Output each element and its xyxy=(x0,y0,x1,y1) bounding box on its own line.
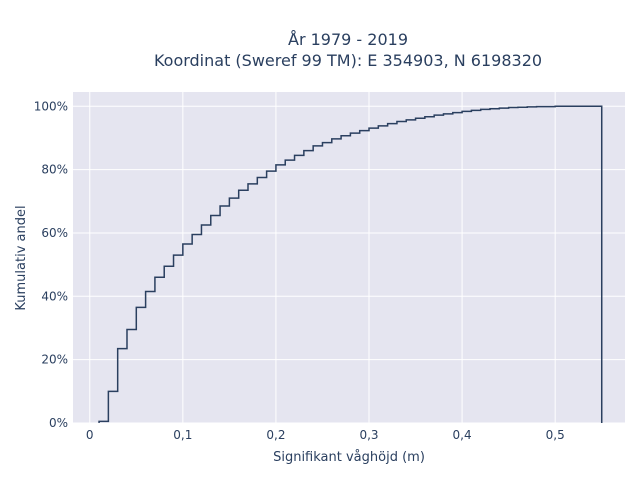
x-tick-label: 0,3 xyxy=(359,428,378,442)
y-tick-label: 40% xyxy=(41,289,68,303)
y-tick-label: 80% xyxy=(41,163,68,177)
y-tick-label: 0% xyxy=(49,416,68,430)
x-tick-label: 0,2 xyxy=(266,428,285,442)
chart-title-line2: Koordinat (Sweref 99 TM): E 354903, N 61… xyxy=(154,51,542,70)
x-tick-labels: 0 0,1 0,2 0,3 0,4 0,5 xyxy=(86,428,565,442)
y-tick-label: 100% xyxy=(34,99,68,113)
y-tick-label: 60% xyxy=(41,226,68,240)
x-tick-label: 0 xyxy=(86,428,94,442)
x-axis-label: Signifikant våghöjd (m) xyxy=(273,450,425,465)
y-axis-label: Kumulativ andel xyxy=(14,205,29,310)
x-tick-label: 0,5 xyxy=(546,428,565,442)
chart-title-line1: År 1979 - 2019 xyxy=(288,30,408,49)
y-tick-labels: 0% 20% 40% 60% 80% 100% xyxy=(34,99,68,430)
plot-area xyxy=(73,92,625,423)
x-gridlines xyxy=(89,92,556,423)
x-tick-label: 0,1 xyxy=(173,428,192,442)
cumulative-step-line xyxy=(98,105,603,423)
y-tick-label: 20% xyxy=(41,353,68,367)
x-tick-label: 0,4 xyxy=(453,428,472,442)
